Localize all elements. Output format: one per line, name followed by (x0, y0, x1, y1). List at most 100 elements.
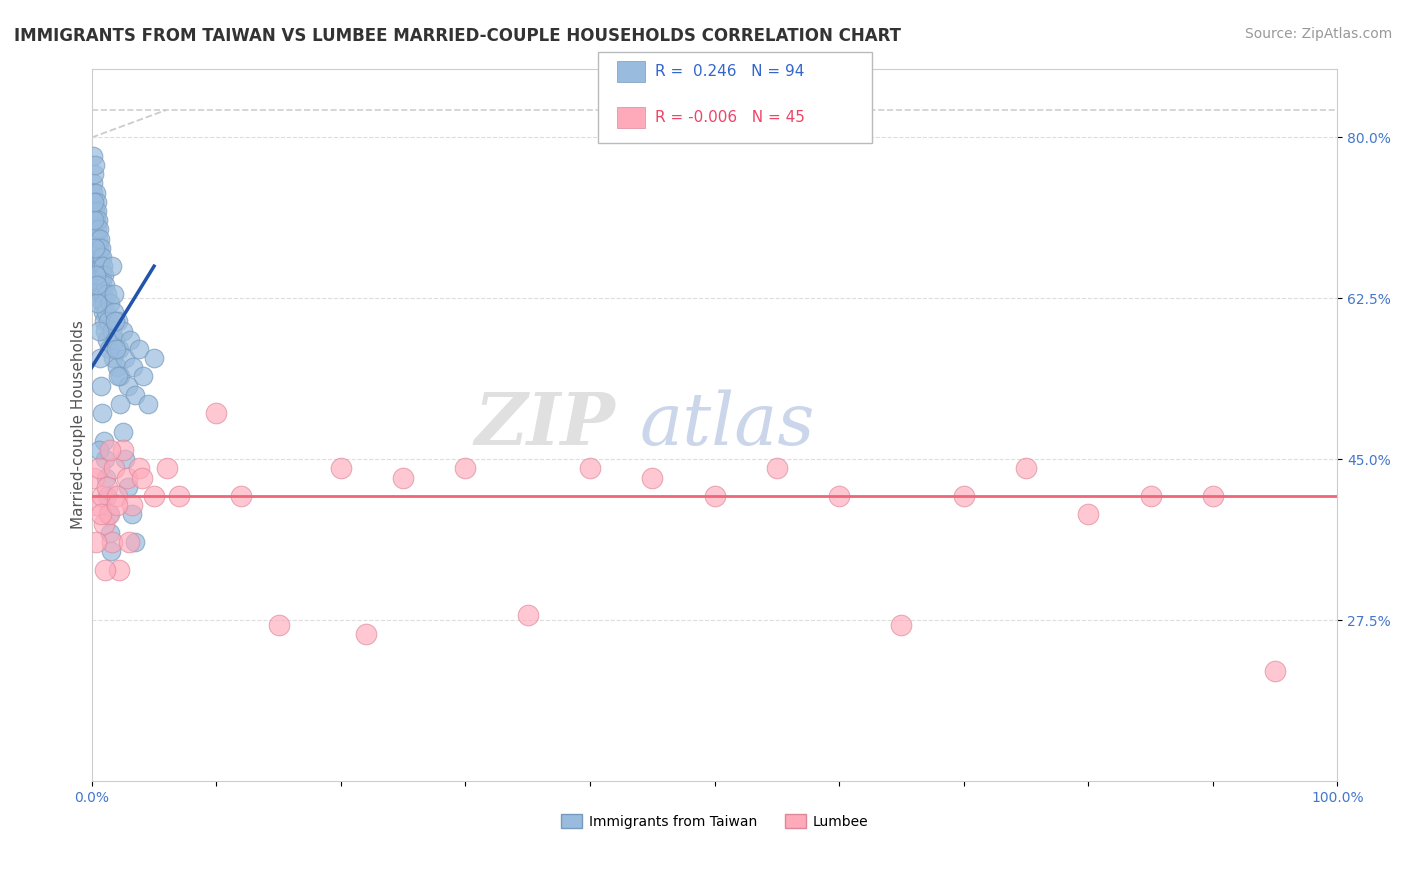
Point (84, 535, 107, 549)
Point (111, 324, 134, 338)
Point (155, 461, 177, 475)
Point (1202, 489, 1225, 503)
Point (86, 204, 108, 219)
Point (93, 268, 115, 283)
Point (87, 259, 110, 273)
Point (101, 351, 124, 365)
Point (90, 489, 112, 503)
Point (97, 314, 120, 328)
Point (82, 186, 104, 200)
Point (90, 296, 112, 310)
Point (91, 305, 114, 319)
Point (87, 268, 110, 283)
Point (89, 277, 111, 292)
Point (86, 194, 108, 209)
Point (143, 489, 166, 503)
Point (122, 360, 145, 375)
Point (84, 241, 107, 255)
Point (94, 562, 117, 576)
Point (86, 222, 108, 236)
Point (120, 333, 142, 347)
Point (86, 296, 108, 310)
Point (91, 277, 114, 292)
Text: atlas: atlas (640, 390, 815, 460)
Point (83, 222, 105, 236)
Point (110, 369, 132, 384)
Point (89, 461, 111, 475)
Point (84, 204, 107, 219)
Point (107, 369, 129, 384)
Point (83, 194, 105, 209)
Point (231, 489, 253, 503)
Point (354, 627, 377, 641)
Point (132, 369, 155, 384)
Point (100, 544, 122, 558)
Point (108, 342, 131, 356)
Point (114, 452, 136, 467)
Point (83, 194, 105, 209)
Point (641, 470, 664, 484)
Point (89, 231, 111, 245)
Point (91, 406, 114, 420)
Point (121, 498, 143, 512)
Point (89, 259, 111, 273)
Point (111, 425, 134, 439)
Legend: Immigrants from Taiwan, Lumbee: Immigrants from Taiwan, Lumbee (555, 809, 873, 835)
Point (87, 241, 110, 255)
Point (90, 241, 112, 255)
Point (100, 443, 122, 458)
Point (1015, 461, 1038, 475)
Point (93, 314, 115, 328)
Point (107, 314, 129, 328)
Point (205, 406, 228, 420)
Point (83, 470, 105, 484)
Text: ZIP: ZIP (474, 389, 614, 460)
Point (516, 608, 538, 623)
Point (96, 489, 118, 503)
Point (94, 305, 117, 319)
Point (96, 333, 118, 347)
Point (121, 508, 143, 522)
Point (96, 286, 118, 301)
Point (100, 324, 122, 338)
Point (828, 489, 851, 503)
Point (890, 617, 912, 632)
Point (98, 342, 121, 356)
Point (94, 452, 117, 467)
Point (128, 461, 150, 475)
Point (87, 213, 110, 227)
Point (128, 342, 150, 356)
Point (579, 461, 602, 475)
Point (1264, 664, 1286, 678)
Point (98, 525, 121, 540)
Point (454, 461, 477, 475)
Point (82, 149, 104, 163)
Point (86, 277, 108, 292)
Point (90, 268, 112, 283)
Point (94, 324, 117, 338)
Point (703, 489, 725, 503)
Point (105, 342, 128, 356)
Point (115, 470, 138, 484)
Point (89, 351, 111, 365)
Point (87, 231, 110, 245)
Point (89, 443, 111, 458)
Point (329, 461, 352, 475)
Text: IMMIGRANTS FROM TAIWAN VS LUMBEE MARRIED-COUPLE HOUSEHOLDS CORRELATION CHART: IMMIGRANTS FROM TAIWAN VS LUMBEE MARRIED… (14, 27, 901, 45)
Point (89, 250, 111, 264)
Point (105, 498, 128, 512)
Point (89, 508, 111, 522)
Point (89, 222, 111, 236)
Point (82, 204, 104, 219)
Point (110, 397, 132, 411)
Point (118, 535, 141, 549)
Point (86, 250, 108, 264)
Point (100, 296, 122, 310)
Point (136, 397, 159, 411)
Point (1139, 489, 1161, 503)
Point (103, 305, 125, 319)
Point (111, 443, 134, 458)
Point (97, 508, 120, 522)
Point (94, 277, 117, 292)
Point (131, 470, 153, 484)
